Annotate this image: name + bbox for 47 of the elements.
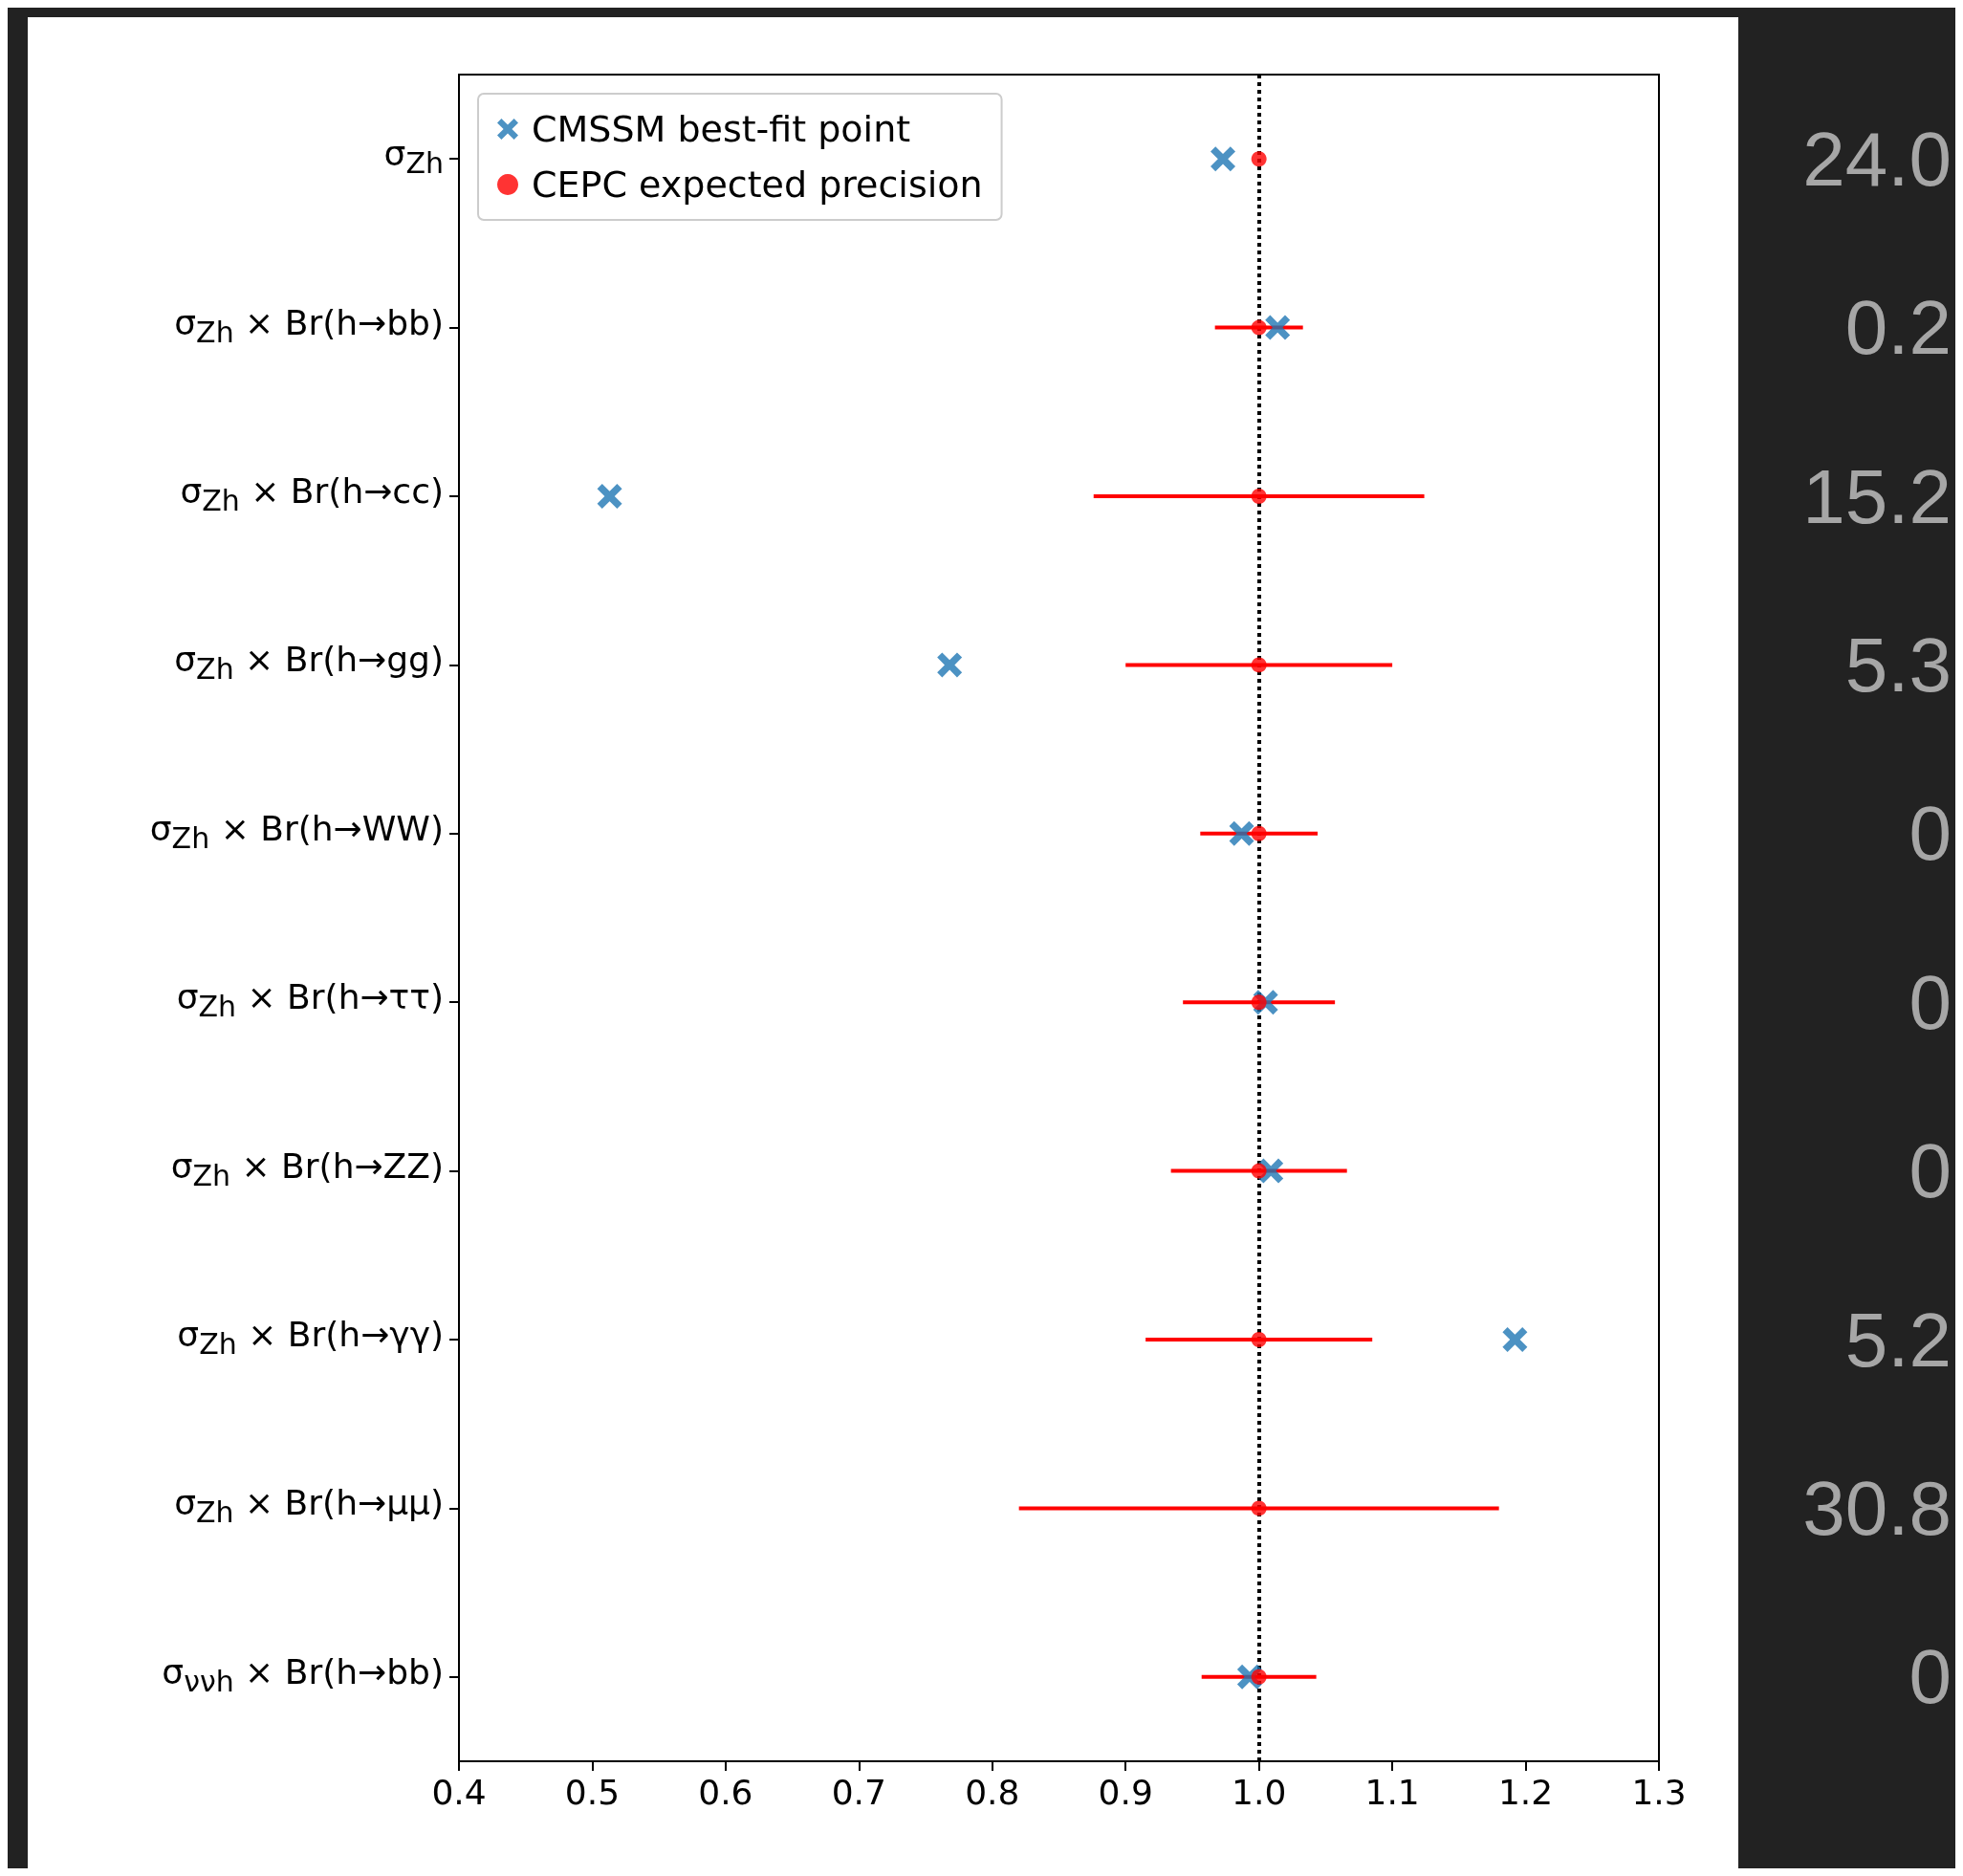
point [597,484,622,509]
y-tick-label: σ$_{Zh}$ × Br(h→ZZ) [170,1145,444,1194]
y-tick-label: σ$_{ννh}$ × Br(h→bb) [162,1650,444,1700]
point [1251,151,1267,167]
point [1251,825,1267,841]
text: 5.2 [1844,1297,1952,1383]
x-tick-label: 0.7 [831,1772,886,1812]
text: 0.2 [1844,285,1952,371]
y-tick-label: σ$_{Zh}$ × Br(h→cc) [180,469,444,520]
y-tick-label: σ$_{Zh}$ × Br(h→μμ) [174,1482,444,1532]
y-tick-label: σ$_{Zh}$ [383,133,444,183]
point [1251,1332,1267,1347]
x-tick-label: 1.1 [1364,1772,1420,1812]
point [1265,315,1291,340]
point [1251,1500,1267,1516]
point [1251,319,1267,336]
legend-label: CMSSM best-fit point [532,108,911,150]
text: 0 [1908,791,1952,877]
y-tick-label: σ$_{Zh}$ × Br(h→bb) [174,301,444,351]
legend-label: CEPC expected precision [532,164,983,206]
point [937,652,963,678]
text: 0 [1908,1128,1952,1214]
point [1211,146,1236,172]
point [1251,1163,1267,1179]
point [1229,820,1254,846]
point [1251,489,1267,504]
y-tick-label: σ$_{Zh}$ × Br(h→gg) [174,639,444,688]
y-tick-label: σ$_{Zh}$ × Br(h→WW) [149,807,444,857]
x-tick-label: 0.9 [1098,1772,1153,1812]
x-tick-label: 0.8 [965,1772,1020,1812]
y-tick-label: σ$_{Zh}$ × Br(h→ττ) [176,976,444,1026]
x-tick-label: 1.0 [1232,1772,1287,1812]
point [1251,1669,1267,1685]
text: 0 [1908,1634,1952,1720]
x-tick-label: 0.5 [564,1772,621,1812]
text: 0 [1908,959,1952,1045]
text: 15.2 [1802,453,1952,539]
point [1502,1327,1528,1352]
text: 24.0 [1802,116,1952,202]
x-tick-label: 0.6 [698,1772,753,1812]
x-tick-label: 0.4 [431,1772,487,1812]
text: 5.3 [1844,622,1952,708]
point [1251,657,1267,673]
text: 30.8 [1802,1465,1952,1551]
y-tick-label: σ$_{Zh}$ × Br(h→γγ) [177,1313,444,1363]
x-tick-label: 1.3 [1631,1772,1687,1812]
x-tick-label: 1.2 [1497,1772,1554,1812]
